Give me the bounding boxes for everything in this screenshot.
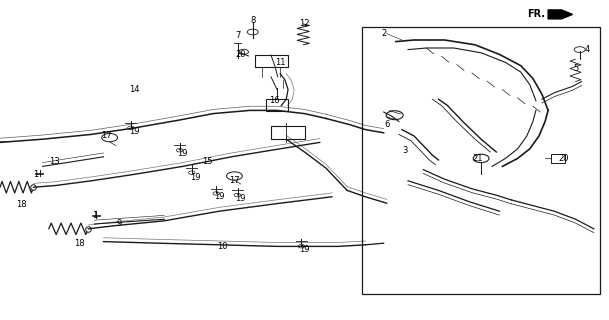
- Text: 19: 19: [235, 194, 246, 203]
- Text: 19: 19: [299, 245, 310, 254]
- Text: 13: 13: [49, 157, 60, 166]
- Text: 1: 1: [33, 170, 38, 179]
- Text: 1: 1: [92, 212, 97, 220]
- Text: 19: 19: [177, 149, 188, 158]
- Text: 16: 16: [269, 96, 280, 105]
- Text: 20: 20: [558, 154, 569, 163]
- Text: 8: 8: [250, 16, 255, 25]
- Text: 17: 17: [229, 176, 240, 185]
- Text: 3: 3: [403, 146, 407, 155]
- Text: 19: 19: [128, 127, 139, 136]
- Text: 15: 15: [202, 157, 213, 166]
- Text: 18: 18: [74, 239, 85, 248]
- Bar: [362, 27, 600, 294]
- Text: 12: 12: [299, 20, 310, 28]
- Text: 18: 18: [16, 200, 27, 209]
- Text: 6: 6: [384, 120, 389, 129]
- Bar: [266, 99, 288, 111]
- Text: 14: 14: [128, 85, 139, 94]
- Text: 5: 5: [573, 64, 578, 73]
- Text: 21: 21: [473, 154, 484, 163]
- Text: 10: 10: [217, 242, 228, 251]
- Text: 2: 2: [381, 29, 386, 38]
- Text: FR.: FR.: [527, 9, 545, 20]
- Text: 19: 19: [189, 173, 200, 182]
- Text: 11: 11: [275, 58, 286, 67]
- Bar: [551, 154, 565, 163]
- FancyArrow shape: [548, 10, 572, 19]
- Text: 20: 20: [235, 50, 246, 59]
- Text: 17: 17: [101, 132, 112, 140]
- Text: 7: 7: [235, 31, 240, 40]
- Bar: [255, 55, 288, 67]
- Text: 19: 19: [214, 192, 225, 201]
- Bar: [271, 126, 304, 139]
- Text: 9: 9: [116, 220, 121, 228]
- Text: 4: 4: [585, 45, 590, 54]
